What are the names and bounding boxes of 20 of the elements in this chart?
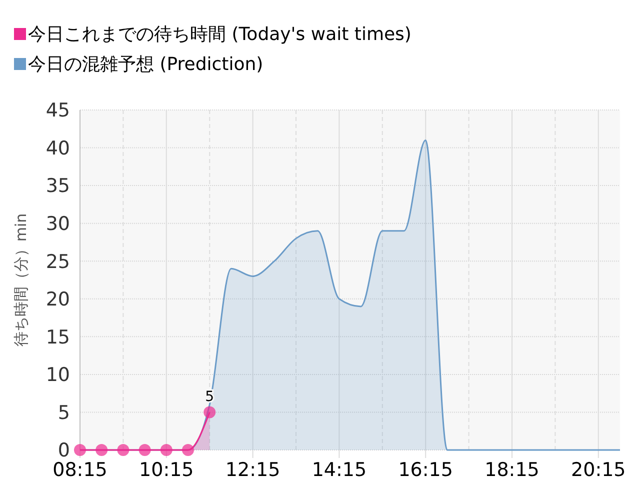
x-tick-label: 14:15	[312, 459, 367, 481]
y-tick-label: 25	[46, 250, 70, 273]
y-tick-label: 20	[46, 288, 70, 311]
x-tick-label: 16:15	[398, 459, 453, 481]
x-tick-label: 20:15	[571, 459, 626, 481]
legend-label: 今日の混雑予想 (Prediction)	[28, 54, 264, 75]
x-tick-label: 18:15	[484, 459, 540, 481]
y-tick-label: 5	[58, 402, 70, 424]
y-tick-label: 35	[46, 175, 70, 198]
y-axis-title: 待ち時間（分）min	[12, 213, 30, 347]
x-tick-label: 12:15	[225, 459, 280, 481]
x-tick-label: 10:15	[139, 459, 194, 481]
x-tick-label: 08:15	[52, 459, 108, 481]
y-tick-label: 40	[46, 137, 70, 160]
legend-label: 今日これまでの待ち時間 (Today's wait times)	[28, 24, 412, 45]
y-tick-label: 15	[46, 326, 70, 348]
y-tick-label: 45	[46, 100, 70, 122]
y-tick-label: 0	[58, 440, 70, 462]
y-tick-label: 10	[46, 364, 70, 386]
y-tick-label: 30	[46, 212, 70, 235]
